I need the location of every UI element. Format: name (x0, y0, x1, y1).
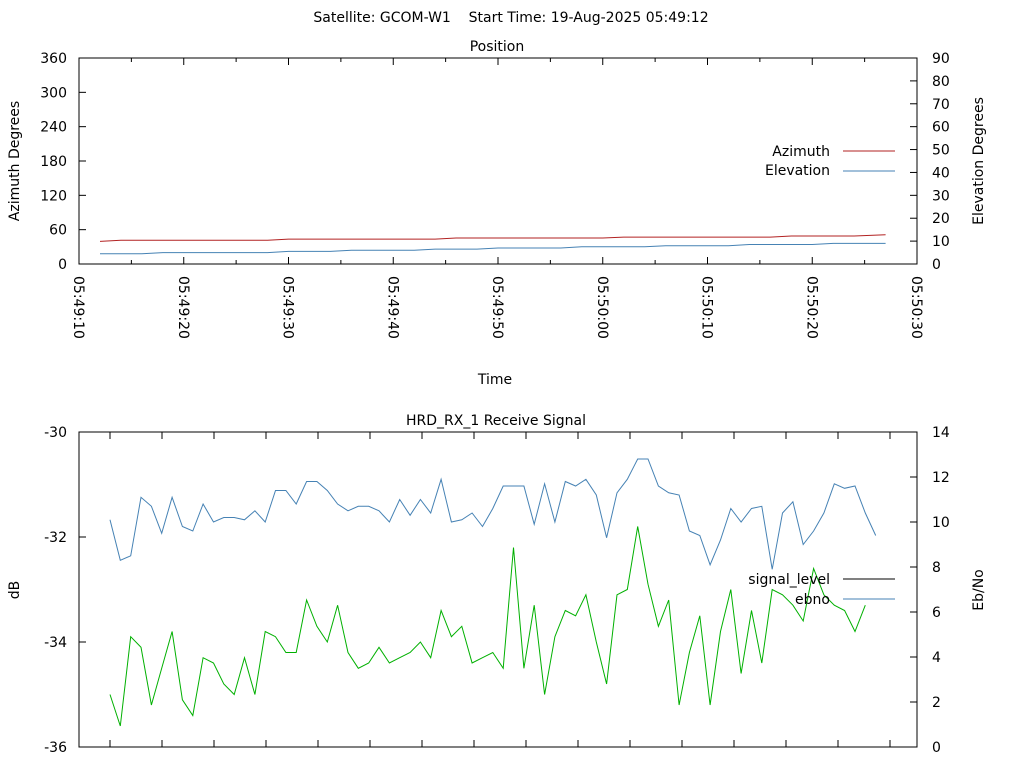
position-legend: Azimuth Elevation (765, 144, 895, 179)
azimuth-tick-label: 120 (40, 188, 67, 204)
ebno-tick-label: 6 (932, 605, 941, 621)
signal-plot-frame (78, 431, 918, 748)
position-tick-marks (78, 57, 918, 265)
elevation-tick-label: 20 (932, 211, 950, 227)
time-tick-label: 05:49:50 (489, 276, 505, 339)
ebno-tick-label: 0 (932, 740, 941, 756)
ebno-tick-label: 10 (932, 515, 950, 531)
series-line-elevation (100, 242, 886, 255)
position-xlabel: Time (477, 372, 512, 388)
time-tick-label: 05:50:20 (803, 276, 819, 339)
elevation-tick-label: 80 (932, 74, 950, 90)
position-elevation-tick-labels: 0 10 20 30 40 50 60 70 80 90 (932, 51, 950, 273)
db-tick-label: -34 (44, 635, 67, 651)
position-time-tick-labels: 05:49:10 05:49:20 05:49:30 05:49:40 05:49:50… (70, 276, 924, 339)
position-ylabel: Azimuth Degrees (7, 101, 23, 221)
signal-ebno-tick-labels: 0 2 4 6 8 10 12 14 (932, 425, 950, 756)
signal-db-tick-labels: -36 -34 -32 -30 (44, 425, 67, 756)
series-line-azimuth (99, 234, 886, 242)
time-tick-label: 05:50:00 (594, 276, 610, 339)
azimuth-tick-label: 180 (40, 154, 67, 170)
time-tick-label: 05:49:20 (175, 276, 191, 339)
elevation-tick-label: 40 (932, 165, 950, 181)
legend-label-signal-level: signal_level (748, 572, 830, 588)
signal-tick-marks (79, 431, 917, 748)
position-plot-frame (78, 57, 918, 265)
signal-chart: HRD_RX_1 Receive Signal -36 -34 -32 -30 0 2 4… (7, 413, 987, 756)
signal-chart-title: HRD_RX_1 Receive Signal (406, 413, 586, 429)
ebno-tick-label: 2 (932, 695, 941, 711)
elevation-tick-label: 70 (932, 97, 950, 113)
azimuth-tick-label: 60 (49, 223, 67, 239)
time-tick-label: 05:49:30 (280, 276, 296, 339)
ebno-tick-label: 4 (932, 650, 941, 666)
time-tick-label: 05:49:40 (384, 276, 400, 339)
azimuth-tick-label: 0 (58, 257, 67, 273)
db-tick-label: -32 (44, 530, 67, 546)
position-azimuth-tick-labels: 0 60 120 180 240 300 360 (40, 51, 67, 273)
time-tick-label: 05:50:30 (908, 276, 924, 339)
ebno-tick-label: 14 (932, 425, 950, 441)
azimuth-tick-label: 240 (40, 120, 67, 136)
signal-series (109, 458, 877, 727)
time-tick-label: 05:50:10 (699, 276, 715, 339)
figure-title: Satellite: GCOM-W1 Start Time: 19-Aug-20… (313, 10, 708, 26)
position-chart: Position 0 60 120 180 240 300 360 0 10 20 30 40 50 6… (7, 39, 987, 388)
elevation-tick-label: 50 (932, 143, 950, 159)
signal-ylabel: dB (7, 581, 23, 600)
ebno-tick-label: 8 (932, 560, 941, 576)
db-tick-label: -36 (44, 740, 67, 756)
signal-y2label: Eb/No (971, 569, 987, 611)
time-tick-label: 05:49:10 (70, 276, 86, 339)
legend-label-elevation: Elevation (765, 163, 830, 179)
db-tick-label: -30 (44, 425, 67, 441)
series-line-ebno (109, 458, 877, 570)
elevation-tick-label: 0 (932, 257, 941, 273)
azimuth-tick-label: 360 (40, 51, 67, 67)
azimuth-tick-label: 300 (40, 85, 67, 101)
legend-label-ebno: ebno (795, 592, 830, 608)
signal-legend: signal_level ebno (748, 572, 895, 608)
ebno-tick-label: 12 (932, 470, 950, 486)
legend-label-azimuth: Azimuth (772, 144, 830, 160)
position-chart-title: Position (470, 39, 525, 55)
elevation-tick-label: 60 (932, 120, 950, 136)
elevation-tick-label: 90 (932, 51, 950, 67)
position-y2label: Elevation Degrees (971, 97, 987, 225)
elevation-tick-label: 30 (932, 188, 950, 204)
series-line-trace (109, 526, 866, 727)
elevation-tick-label: 10 (932, 234, 950, 250)
position-series (99, 234, 886, 255)
